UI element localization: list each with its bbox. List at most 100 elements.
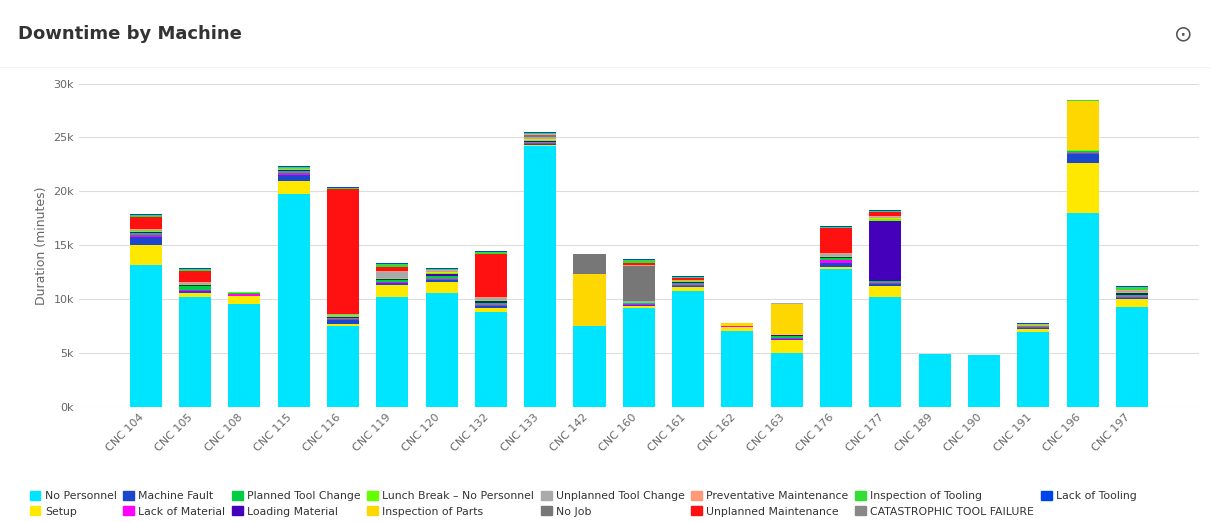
Bar (622, 263, 655, 265)
Bar (820, 260, 853, 263)
Bar (1115, 297, 1148, 298)
Bar (524, 132, 556, 133)
Bar (327, 188, 358, 189)
Bar (130, 231, 162, 232)
Bar (1115, 298, 1148, 299)
Bar (672, 283, 704, 285)
Bar (770, 339, 803, 340)
Bar (820, 228, 853, 253)
Bar (524, 146, 556, 407)
Bar (277, 169, 310, 170)
Bar (425, 272, 458, 274)
Bar (622, 265, 655, 266)
Bar (277, 168, 310, 169)
Bar (179, 285, 211, 287)
Bar (277, 175, 310, 181)
Bar (475, 306, 507, 308)
Bar (1017, 324, 1050, 325)
Bar (672, 282, 704, 283)
Bar (524, 139, 556, 141)
Bar (425, 282, 458, 293)
Bar (327, 319, 358, 320)
Bar (425, 293, 458, 407)
Bar (228, 294, 260, 296)
Bar (869, 297, 901, 407)
Bar (770, 353, 803, 407)
Bar (1067, 101, 1098, 150)
Bar (869, 220, 901, 281)
Bar (1115, 292, 1148, 293)
Bar (574, 254, 606, 275)
Bar (869, 210, 901, 211)
Bar (1115, 290, 1148, 291)
Bar (1067, 163, 1098, 213)
Bar (277, 181, 310, 194)
Bar (1067, 151, 1098, 152)
Bar (377, 263, 408, 264)
Bar (524, 135, 556, 137)
Bar (277, 171, 310, 173)
Bar (1115, 287, 1148, 288)
Bar (327, 314, 358, 315)
Bar (770, 303, 803, 304)
Bar (672, 278, 704, 280)
Bar (1115, 307, 1148, 407)
Bar (130, 229, 162, 230)
Bar (919, 354, 951, 407)
Bar (672, 280, 704, 281)
Bar (425, 274, 458, 275)
Bar (179, 291, 211, 293)
Bar (475, 251, 507, 252)
Bar (179, 268, 211, 269)
Bar (130, 232, 162, 233)
Bar (130, 230, 162, 231)
Bar (425, 269, 458, 270)
Bar (672, 281, 704, 282)
Bar (1017, 329, 1050, 331)
Bar (179, 293, 211, 297)
Bar (820, 226, 853, 227)
Bar (524, 145, 556, 146)
Bar (327, 320, 358, 324)
Bar (425, 275, 458, 276)
Bar (622, 308, 655, 407)
Bar (327, 189, 358, 314)
Bar (277, 165, 310, 167)
Bar (377, 271, 408, 272)
Bar (277, 167, 310, 168)
Bar (228, 296, 260, 304)
Bar (672, 277, 704, 278)
Bar (770, 338, 803, 339)
Bar (820, 267, 853, 269)
Bar (524, 142, 556, 143)
Bar (820, 256, 853, 257)
Bar (524, 138, 556, 139)
Bar (770, 336, 803, 338)
Bar (1017, 325, 1050, 326)
Bar (179, 282, 211, 283)
Bar (130, 245, 162, 265)
Bar (1017, 326, 1050, 327)
Bar (475, 301, 507, 303)
Bar (869, 281, 901, 283)
Bar (869, 284, 901, 287)
Bar (622, 306, 655, 308)
Bar (475, 300, 507, 301)
Bar (228, 293, 260, 294)
Bar (524, 144, 556, 145)
Bar (179, 269, 211, 271)
Bar (327, 315, 358, 316)
Legend: No Personnel, Setup, Machine Fault, Lack of Material, Planned Tool Change, Loadi: No Personnel, Setup, Machine Fault, Lack… (29, 491, 1137, 517)
Bar (425, 268, 458, 269)
Bar (425, 271, 458, 272)
Bar (524, 137, 556, 138)
Bar (130, 233, 162, 234)
Bar (377, 283, 408, 285)
Bar (672, 285, 704, 287)
Bar (475, 312, 507, 407)
Y-axis label: Duration (minutes): Duration (minutes) (35, 186, 47, 305)
Bar (820, 253, 853, 254)
Bar (869, 287, 901, 297)
Bar (622, 266, 655, 301)
Bar (377, 267, 408, 271)
